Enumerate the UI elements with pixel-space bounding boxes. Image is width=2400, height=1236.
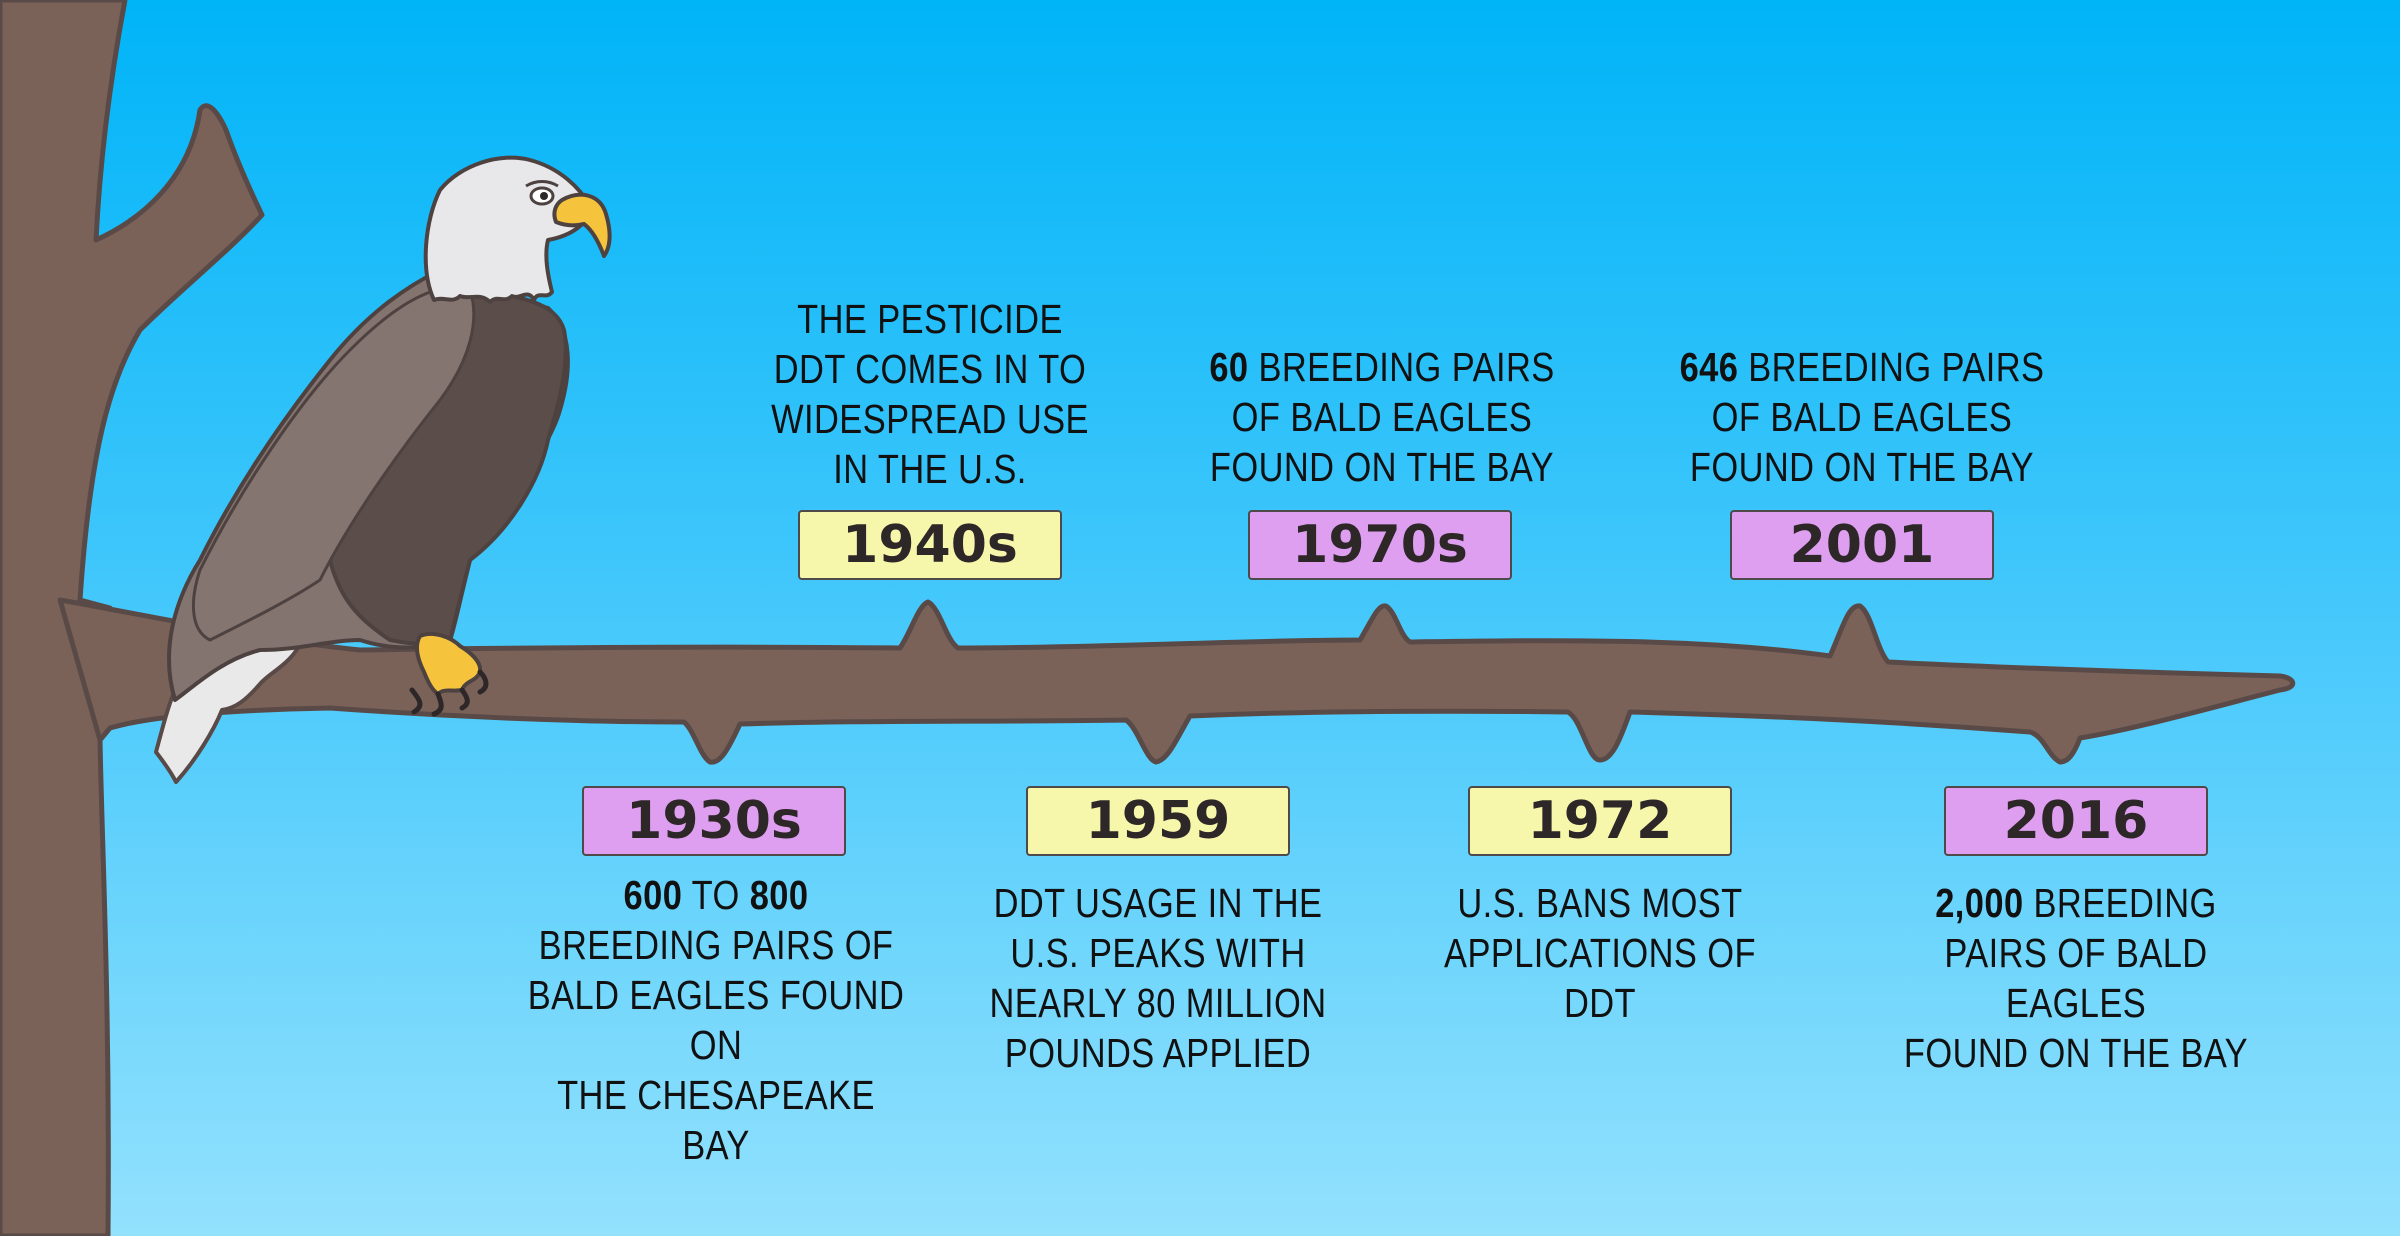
event-caption-2001: 646 BREEDING PAIRS OF BALD EAGLES FOUND … bbox=[1679, 344, 2045, 490]
year-badge-1970s: 1970s bbox=[1248, 510, 1512, 580]
event-caption-1959: DDT USAGE IN THE U.S. PEAKS WITH NEARLY … bbox=[989, 880, 1327, 1076]
event-caption-1930s: 600 TO 800 BREEDING PAIRS OF BALD EAGLES… bbox=[527, 872, 905, 1168]
year-badge-2001: 2001 bbox=[1730, 510, 1994, 580]
event-caption-1940s: THE PESTICIDE DDT COMES IN TO WIDESPREAD… bbox=[771, 296, 1089, 492]
event-caption-1970s: 60 BREEDING PAIRS OF BALD EAGLES FOUND O… bbox=[1209, 344, 1555, 490]
event-caption-2016: 2,000 BREEDING PAIRS OF BALD EAGLES FOUN… bbox=[1903, 880, 2249, 1076]
event-caption-1972: U.S. BANS MOST APPLICATIONS OF DDT bbox=[1444, 880, 1756, 1026]
branch-icon bbox=[57, 597, 2296, 765]
bald-eagle-icon bbox=[154, 155, 612, 784]
year-badge-1959: 1959 bbox=[1026, 786, 1290, 856]
year-badge-1972: 1972 bbox=[1468, 786, 1732, 856]
year-badge-2016: 2016 bbox=[1944, 786, 2208, 856]
year-badge-1930s: 1930s bbox=[582, 786, 846, 856]
year-badge-1940s: 1940s bbox=[798, 510, 1062, 580]
tree-trunk-icon bbox=[0, 0, 265, 1236]
